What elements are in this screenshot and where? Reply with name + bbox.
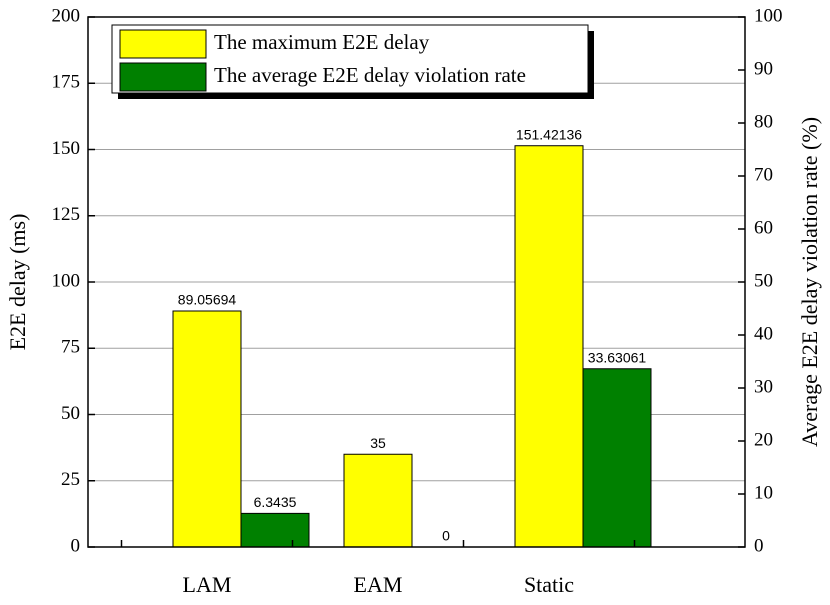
data-label: 0	[442, 528, 450, 544]
data-label: 6.3435	[254, 494, 297, 510]
legend-label: The average E2E delay violation rate	[214, 63, 526, 87]
x-tick-label: EAM	[354, 572, 403, 597]
y2-tick-label: 70	[754, 164, 773, 185]
y2-tick-label: 0	[754, 535, 764, 556]
y-tick-label: 75	[61, 337, 80, 358]
y-tick-label: 150	[52, 138, 81, 159]
bar	[582, 368, 652, 548]
bar	[240, 512, 310, 548]
y-tick-label: 25	[61, 469, 80, 490]
legend-swatch	[119, 62, 207, 92]
bar	[172, 310, 242, 548]
y-tick-label: 125	[52, 204, 81, 225]
y2-tick-label: 80	[754, 111, 773, 132]
data-label: 151.42136	[516, 126, 582, 142]
x-tick-label: LAM	[183, 572, 232, 597]
y2-tick-label: 100	[754, 5, 783, 26]
data-label: 33.63061	[588, 349, 647, 365]
y-tick-label: 175	[52, 72, 81, 93]
data-label: 35	[370, 435, 386, 451]
y2-axis-title: Average E2E delay violation rate (%)	[797, 117, 822, 447]
data-label: 89.05694	[178, 292, 237, 308]
y2-tick-label: 50	[754, 270, 773, 291]
y2-tick-label: 90	[754, 58, 773, 79]
legend-swatch	[119, 29, 207, 59]
y-tick-label: 0	[71, 535, 81, 556]
bar	[514, 145, 584, 548]
x-tick-label: Static	[524, 572, 574, 597]
legend: The maximum E2E delay The average E2E del…	[111, 24, 594, 99]
y2-tick-label: 10	[754, 482, 773, 503]
bar	[343, 453, 413, 548]
y2-tick-label: 40	[754, 323, 773, 344]
y-tick-label: 200	[52, 5, 81, 26]
y-axis-title: E2E delay (ms)	[5, 214, 30, 351]
y-tick-label: 50	[61, 403, 80, 424]
plot-frame	[87, 16, 746, 548]
y2-tick-label: 20	[754, 429, 773, 450]
y-tick-label: 100	[52, 270, 81, 291]
legend-label: The maximum E2E delay	[214, 30, 430, 54]
y2-tick-label: 60	[754, 217, 773, 238]
y2-tick-label: 30	[754, 376, 773, 397]
